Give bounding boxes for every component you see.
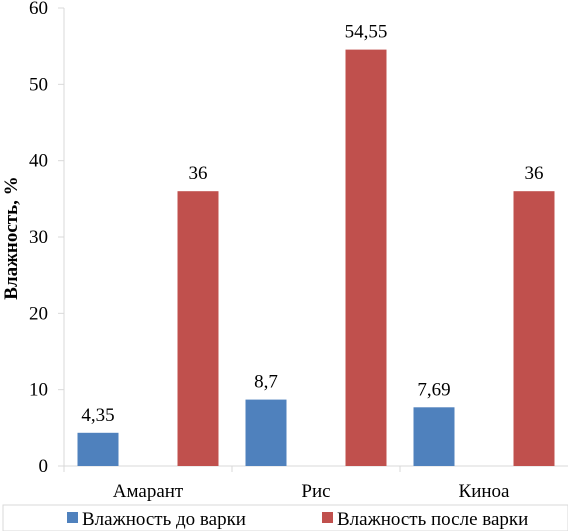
bar-before-0 bbox=[77, 432, 119, 466]
bar-before-2 bbox=[413, 407, 455, 466]
legend-swatch bbox=[322, 512, 333, 523]
y-tick-label: 60 bbox=[29, 0, 48, 19]
bar-after-0 bbox=[177, 191, 219, 466]
data-label: 36 bbox=[189, 163, 208, 184]
y-axis-title: Влажность, % bbox=[1, 176, 22, 299]
bars bbox=[77, 49, 555, 467]
y-tick-label: 30 bbox=[29, 227, 48, 248]
data-labels: 4,35 36 8,7 54,55 7,69 36 bbox=[81, 22, 543, 426]
bar-before-1 bbox=[245, 399, 287, 466]
y-tick-label: 50 bbox=[29, 74, 48, 95]
x-tick-label: Рис bbox=[301, 481, 330, 502]
y-tick-label: 20 bbox=[29, 303, 48, 324]
legend-label: Влажность до варки bbox=[82, 509, 246, 530]
x-tick-label: Амарант bbox=[113, 481, 184, 502]
data-label: 4,35 bbox=[81, 405, 114, 426]
legend-swatch bbox=[67, 512, 78, 523]
legend: Влажность до варки Влажность после варки bbox=[2, 504, 568, 531]
y-tick-label: 0 bbox=[39, 456, 49, 477]
legend-box bbox=[2, 504, 568, 531]
data-label: 7,69 bbox=[417, 379, 450, 400]
legend-label: Влажность после варки bbox=[337, 509, 528, 530]
data-label: 54,55 bbox=[345, 22, 388, 43]
y-tick-label: 40 bbox=[29, 151, 48, 172]
bar-after-1 bbox=[345, 49, 387, 467]
x-tick-label: Киноа bbox=[459, 481, 511, 502]
x-axis: Амарант Рис Киноа bbox=[63, 465, 568, 502]
y-tick-label: 10 bbox=[29, 380, 48, 401]
bar-after-2 bbox=[513, 191, 555, 466]
data-label: 36 bbox=[525, 163, 544, 184]
data-label: 8,7 bbox=[254, 372, 278, 393]
y-axis: 0 10 20 30 40 50 60 bbox=[29, 0, 65, 477]
